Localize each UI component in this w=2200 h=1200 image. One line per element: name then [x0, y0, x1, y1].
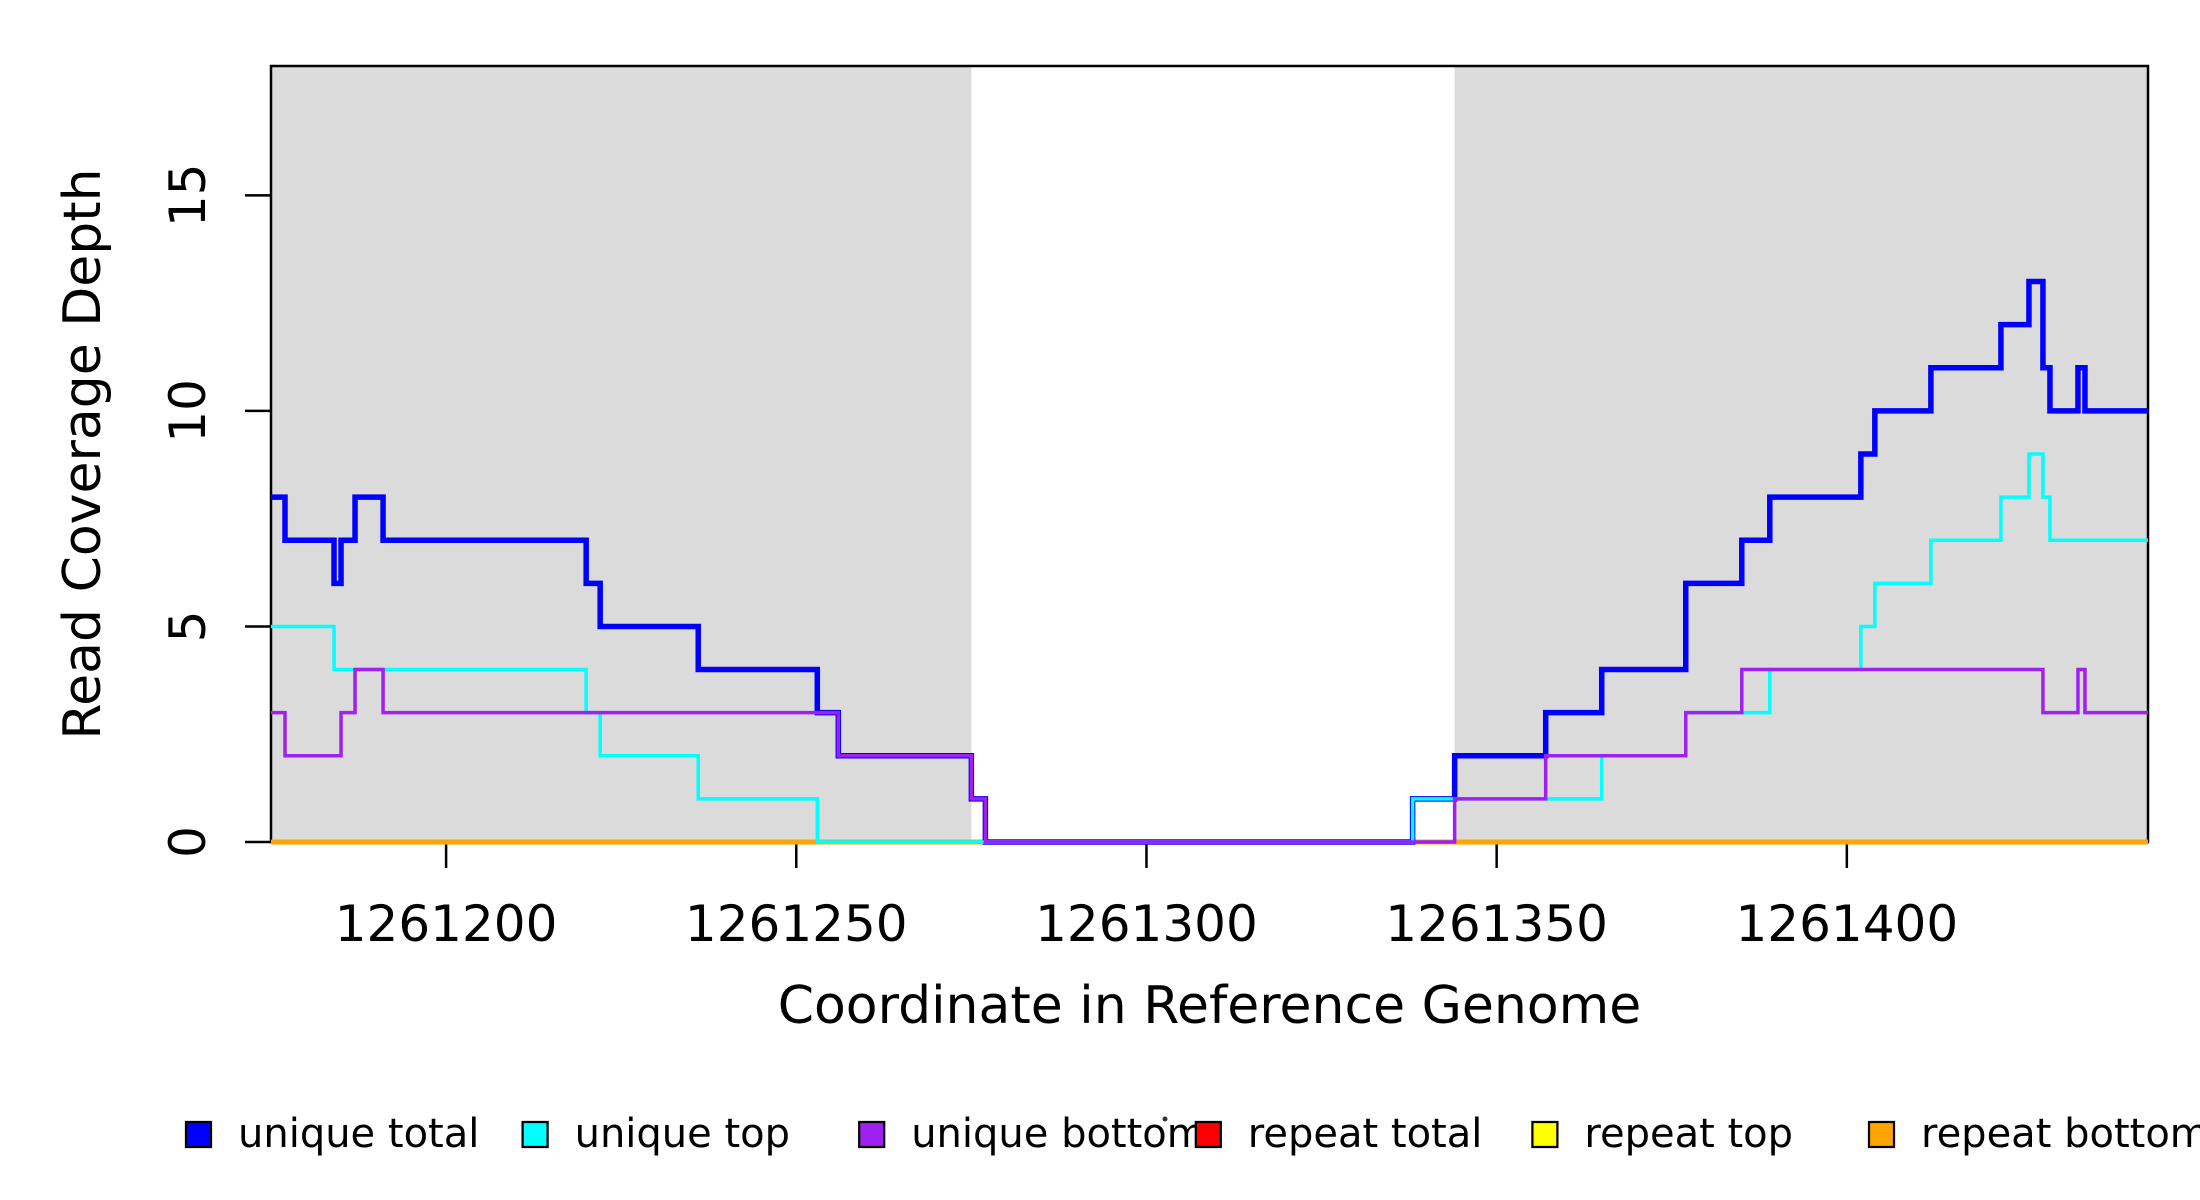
- x-axis-tick-label: 1261400: [1735, 895, 1958, 953]
- y-axis-tick-label: 0: [159, 826, 217, 858]
- legend-label-unique-top: unique top: [575, 1111, 790, 1157]
- series-line-unique-total: [271, 278, 2148, 845]
- legend-label-repeat-bottom: repeat bottom: [1921, 1111, 2200, 1157]
- x-axis-tick-label: 1261300: [1035, 895, 1258, 953]
- stray-dot-artifact: [1162, 1116, 1168, 1122]
- legend-swatch-unique-total: [184, 1120, 213, 1149]
- y-axis-title: Read Coverage Depth: [53, 168, 113, 739]
- x-axis-tick-label: 1261250: [685, 895, 908, 953]
- legend-label-unique-total: unique total: [238, 1111, 479, 1157]
- legend-swatch-repeat-total: [1194, 1120, 1222, 1149]
- legend-swatch-unique-top: [521, 1120, 549, 1149]
- legend-swatch-repeat-bottom: [1867, 1120, 1896, 1149]
- x-axis-tick-label: 1261350: [1385, 895, 1608, 953]
- legend-swatch-unique-bottom: [858, 1120, 886, 1149]
- y-axis-tick-label: 5: [159, 611, 217, 643]
- y-axis-tick-label: 15: [159, 164, 217, 228]
- legend-label-unique-bottom: unique bottom: [911, 1111, 1206, 1157]
- legend-label-repeat-total: repeat total: [1248, 1111, 1483, 1157]
- left-shaded-region: [271, 66, 972, 842]
- legend-swatch-repeat-top: [1531, 1120, 1559, 1149]
- legend-label-repeat-top: repeat top: [1584, 1111, 1793, 1157]
- y-axis-tick-label: 10: [159, 379, 217, 443]
- x-axis-title: Coordinate in Reference Genome: [778, 976, 1642, 1036]
- series-line-unique-bottom: [271, 667, 2148, 844]
- x-axis-tick-label: 1261200: [335, 895, 558, 953]
